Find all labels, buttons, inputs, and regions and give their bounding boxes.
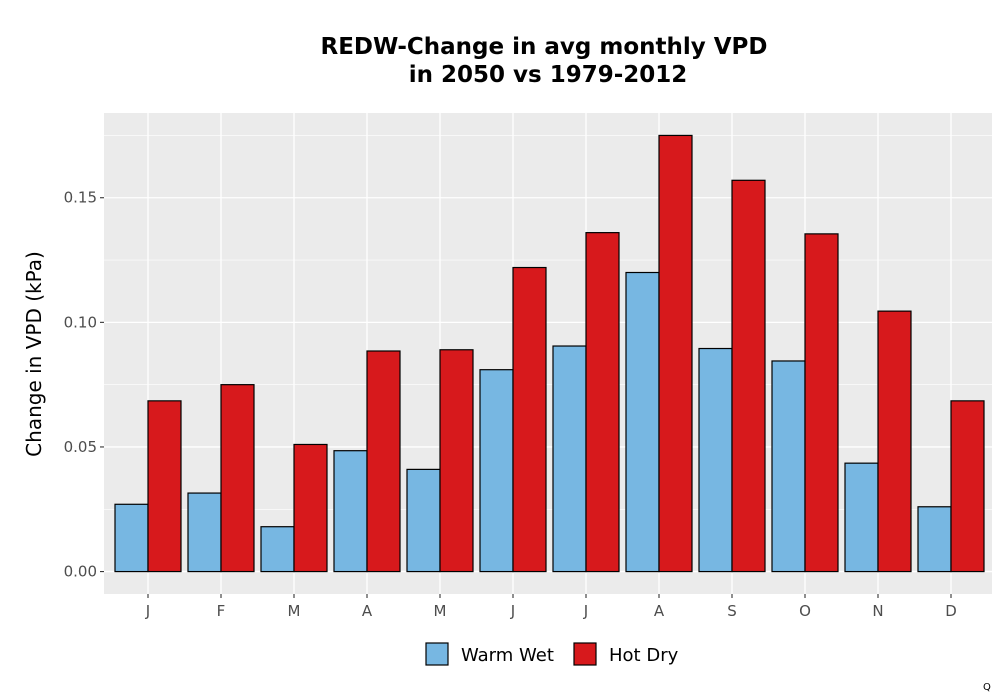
y-tick-label: 0.05 [64, 438, 97, 456]
bar-warm-wet-0 [114, 503, 149, 573]
y-tick-label: 0.00 [64, 563, 97, 581]
x-tick-label: A [654, 602, 665, 620]
bar-hot-dry-11 [950, 400, 985, 573]
bar-hot-dry-9 [804, 233, 839, 573]
bar-warm-wet-6 [552, 345, 587, 573]
bar-warm-wet-5 [479, 369, 514, 573]
bar-warm-wet-4 [406, 468, 441, 573]
x-tick-label: J [583, 602, 588, 620]
bar-hot-dry-8 [731, 179, 766, 573]
y-axis-title: Change in VPD (kPa) [22, 251, 46, 457]
x-tick-label: S [727, 602, 737, 620]
legend: Warm Wet Hot Dry [425, 642, 679, 666]
bar-warm-wet-2 [260, 526, 295, 573]
x-tick-label: J [145, 602, 150, 620]
corner-mark: Q [983, 682, 991, 693]
y-tick-label: 0.15 [64, 189, 97, 207]
bar-hot-dry-6 [585, 232, 620, 573]
legend-label-0: Warm Wet [461, 645, 554, 666]
y-tick-label: 0.10 [64, 313, 97, 331]
bar-warm-wet-10 [844, 462, 879, 573]
bar-hot-dry-5 [512, 266, 547, 573]
x-tick-label: J [510, 602, 515, 620]
bar-hot-dry-1 [220, 384, 255, 573]
legend-label-1: Hot Dry [609, 645, 679, 666]
bar-hot-dry-4 [439, 349, 474, 573]
x-tick-label: N [872, 602, 883, 620]
legend-key-0 [425, 642, 449, 666]
bar-hot-dry-7 [658, 134, 693, 573]
x-tick-label: O [799, 602, 811, 620]
chart-title: REDW-Change in avg monthly VPD [320, 34, 767, 60]
bars [114, 134, 985, 573]
bar-hot-dry-2 [293, 443, 328, 573]
bar-warm-wet-7 [625, 271, 660, 573]
bar-hot-dry-0 [147, 400, 182, 573]
bar-warm-wet-3 [333, 450, 368, 573]
x-tick-label: F [217, 602, 226, 620]
x-tick-label: M [288, 602, 301, 620]
x-tick-label: M [434, 602, 447, 620]
bar-warm-wet-8 [698, 347, 733, 573]
y-axis: 0.00 0.05 0.10 0.15 [64, 189, 104, 581]
x-tick-label: D [945, 602, 957, 620]
bar-hot-dry-3 [366, 350, 401, 573]
bar-warm-wet-9 [771, 360, 806, 573]
bar-hot-dry-10 [877, 310, 912, 573]
chart-subtitle: in 2050 vs 1979-2012 [409, 62, 688, 88]
bar-warm-wet-11 [917, 506, 952, 573]
legend-key-1 [573, 642, 597, 666]
bar-warm-wet-1 [187, 492, 222, 573]
x-tick-label: A [362, 602, 373, 620]
